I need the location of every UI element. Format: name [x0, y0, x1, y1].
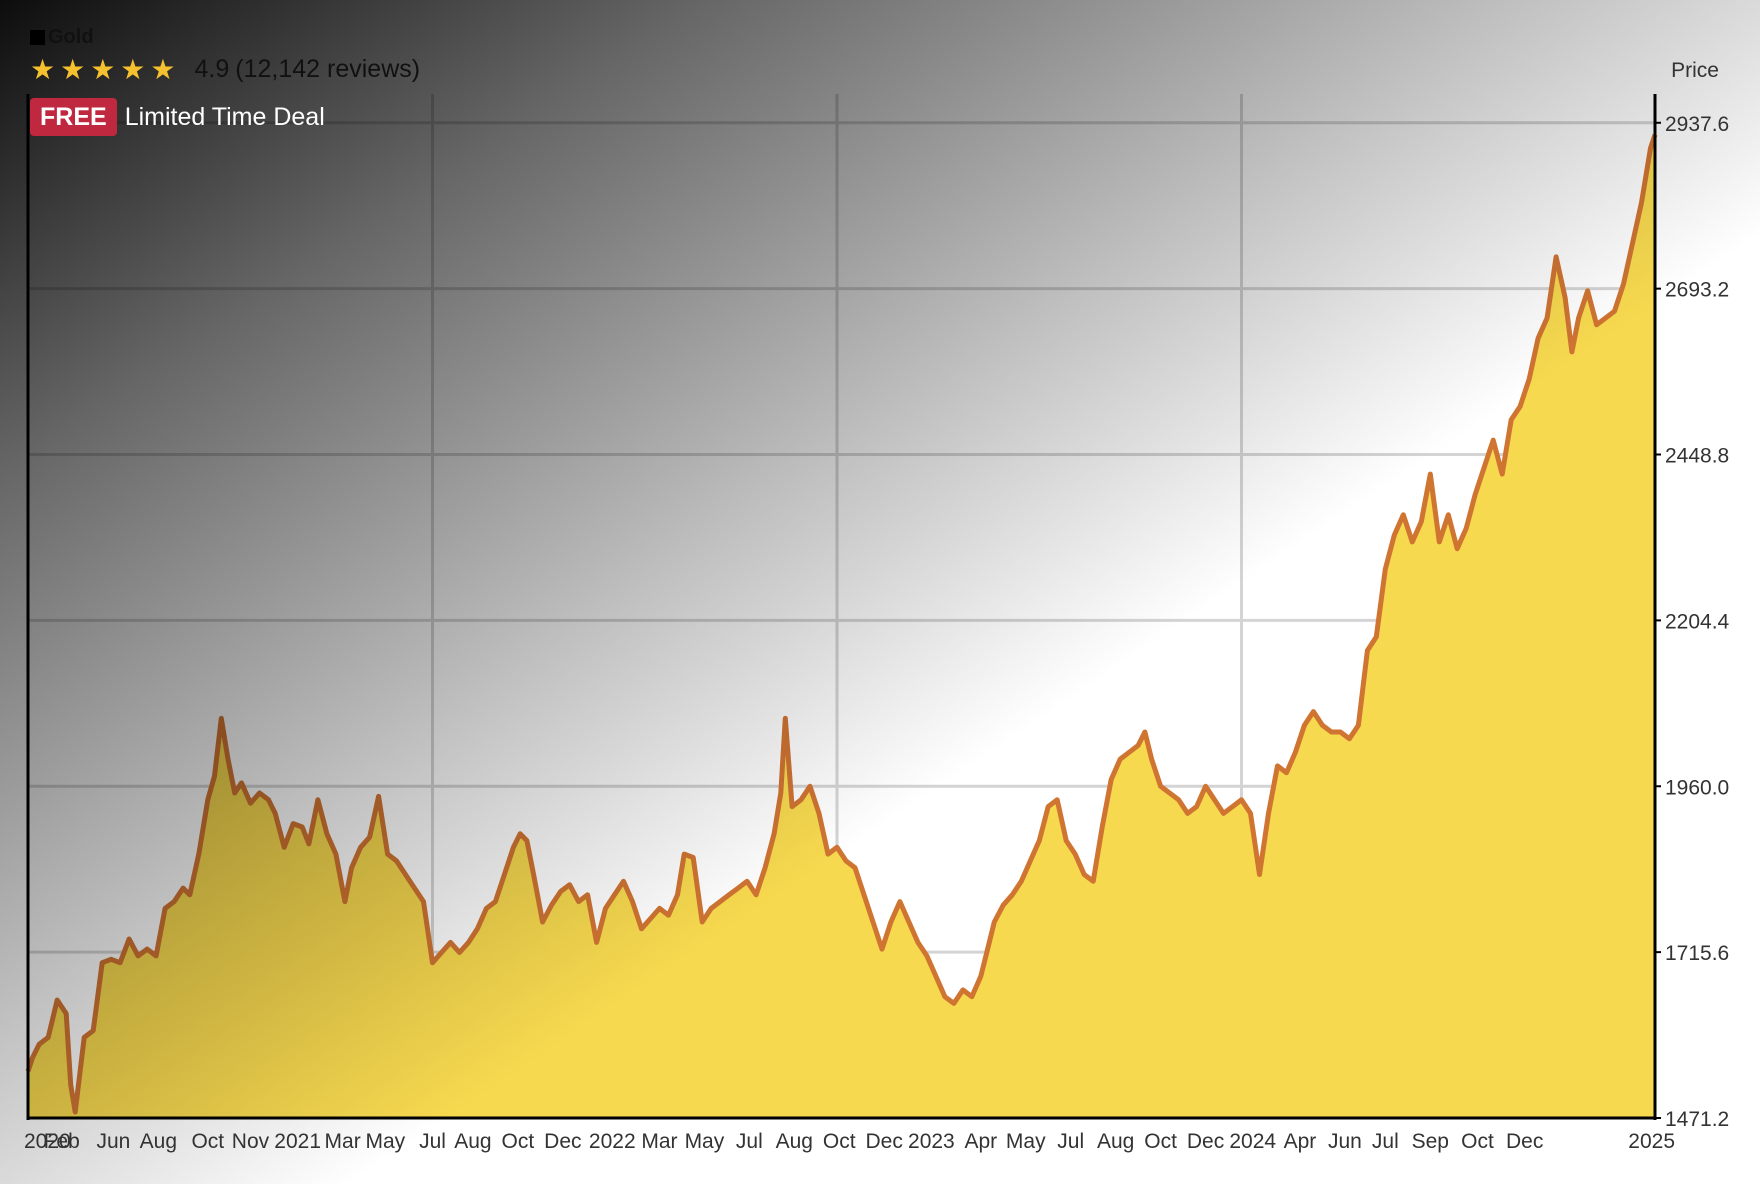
x-tick-label: Dec — [866, 1130, 903, 1153]
x-tick-label: Mar — [325, 1130, 361, 1153]
x-tick-label: Jul — [1057, 1130, 1084, 1153]
x-tick-label: May — [685, 1130, 725, 1153]
legend: Gold — [30, 24, 590, 50]
free-badge[interactable]: FREE — [30, 98, 117, 136]
x-tick-label: Oct — [191, 1130, 224, 1153]
x-tick-label: Mar — [641, 1130, 677, 1153]
x-tick-label: Feb — [44, 1130, 80, 1153]
x-tick-label: May — [1006, 1130, 1046, 1153]
x-tick-label: Aug — [776, 1130, 813, 1153]
x-tick-label: Dec — [1506, 1130, 1543, 1153]
x-tick-label: Aug — [454, 1130, 491, 1153]
x-tick-label: 2020 — [24, 1130, 71, 1153]
star-icon: ★★★★★ — [30, 52, 181, 86]
x-tick-label: Oct — [502, 1130, 535, 1153]
deal-text: Limited Time Deal — [124, 102, 325, 131]
x-tick-label: 2025 — [1628, 1130, 1675, 1153]
x-tick-label: May — [365, 1130, 405, 1153]
x-tick-label: 2022 — [589, 1130, 636, 1153]
y-tick-label: 1715.6 — [1665, 942, 1729, 965]
y-tick-label: 1960.0 — [1665, 776, 1729, 799]
x-tick-label: Jun — [96, 1130, 130, 1153]
x-tick-label: Aug — [140, 1130, 177, 1153]
x-tick-label: Jul — [1372, 1130, 1399, 1153]
x-tick-label: 2023 — [908, 1130, 955, 1153]
y-tick-label: 2204.4 — [1665, 610, 1730, 633]
x-tick-label: Oct — [1461, 1130, 1494, 1153]
legend-label: Gold — [48, 25, 94, 48]
x-tick-label: Aug — [1097, 1130, 1134, 1153]
x-tick-label: Jul — [736, 1130, 763, 1153]
x-tick-label: Nov — [232, 1130, 270, 1153]
rating-value: 4.9 — [194, 54, 230, 83]
x-tick-label: 2021 — [274, 1130, 321, 1153]
x-tick-label: 2024 — [1229, 1130, 1276, 1153]
x-tick-label: Apr — [964, 1130, 997, 1153]
y-tick-label: 1471.2 — [1665, 1108, 1729, 1131]
y-tick-label: 2448.8 — [1665, 445, 1729, 468]
x-tick-label: Oct — [823, 1130, 856, 1153]
y-axis-ticks: 1471.2 1715.6 1960.0 2204.4 2448.8 2693.2 2937… — [1655, 113, 1730, 1131]
rating-count: (12,142 reviews) — [235, 54, 421, 83]
x-tick-label: Jun — [1328, 1130, 1362, 1153]
axes — [26, 94, 1657, 1120]
y-axis-label: Price — [1671, 59, 1719, 82]
deal[interactable]: FREE Limited Time Deal — [30, 96, 590, 138]
rating: ★★★★★ 4.9 (12,142 reviews) — [30, 52, 590, 86]
chart-overlay: Gold ★★★★★ 4.9 (12,142 reviews) FREE Lim… — [30, 24, 590, 138]
y-tick-label: 2937.6 — [1665, 113, 1729, 136]
x-tick-label: Apr — [1284, 1130, 1317, 1153]
x-tick-label: Dec — [544, 1130, 581, 1153]
x-tick-label: Sep — [1412, 1130, 1449, 1153]
y-tick-label: 2693.2 — [1665, 279, 1729, 302]
square-swatch-icon — [30, 29, 45, 45]
x-tick-label: Oct — [1144, 1130, 1177, 1153]
x-tick-label: Dec — [1187, 1130, 1224, 1153]
x-tick-label: Jul — [419, 1130, 446, 1153]
